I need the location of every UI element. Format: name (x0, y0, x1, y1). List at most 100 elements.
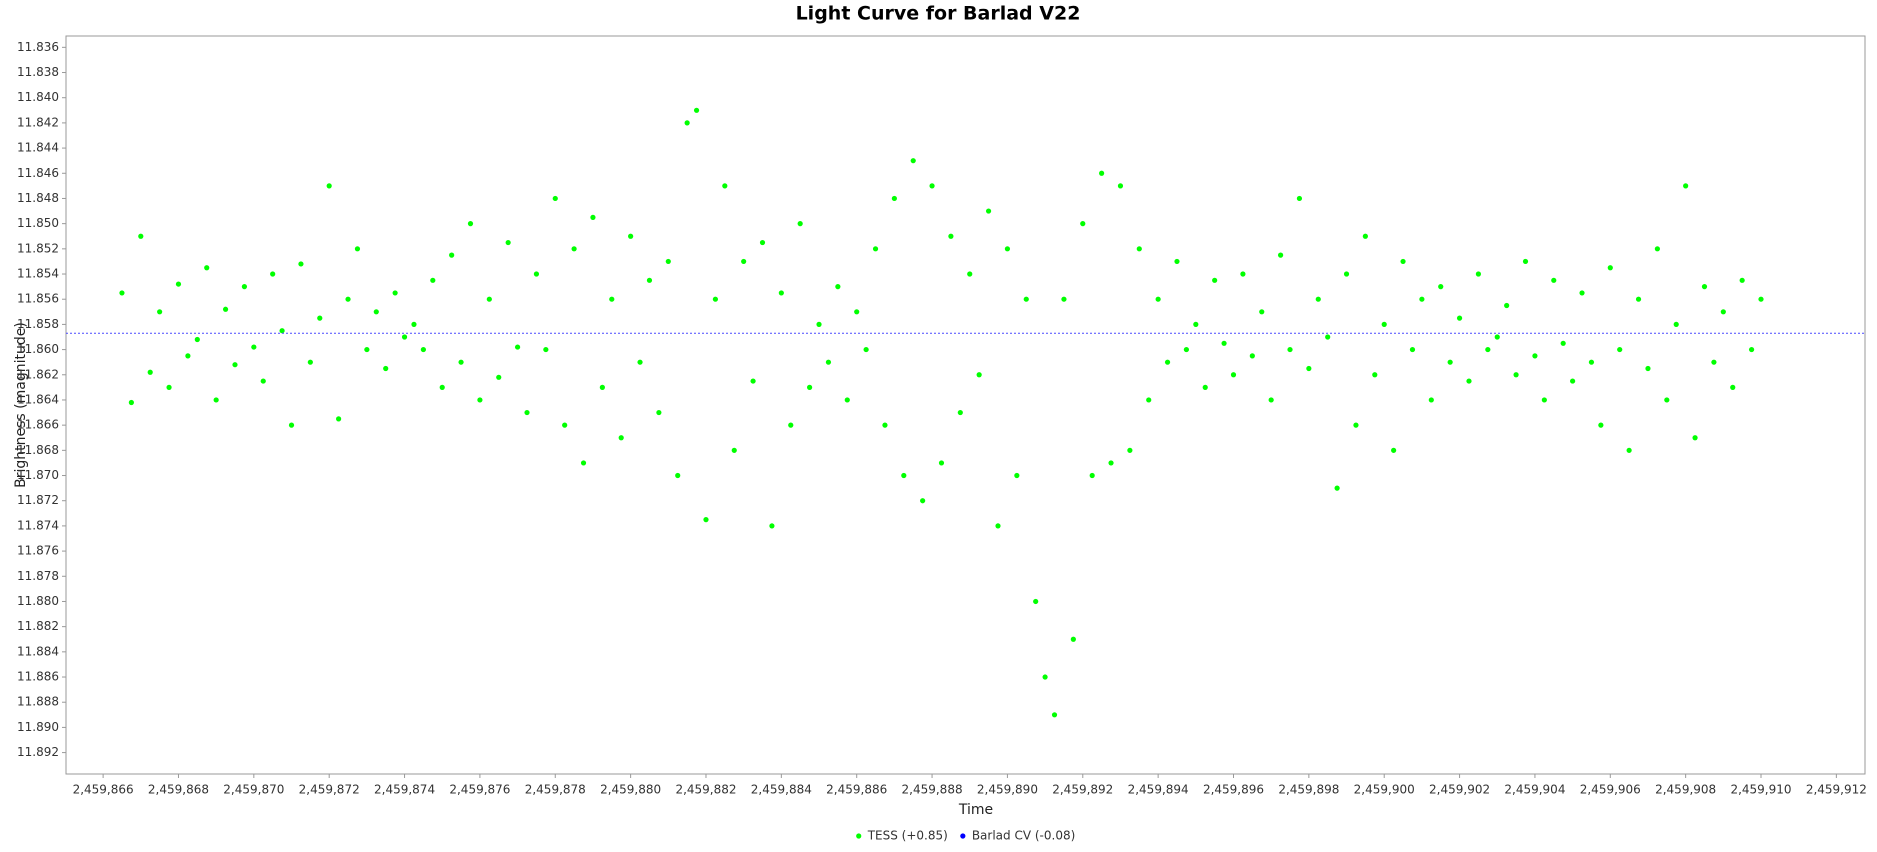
data-point (1626, 447, 1632, 453)
data-point (514, 344, 521, 350)
data-point (1522, 258, 1529, 265)
data-point (1513, 372, 1519, 378)
x-tick-label: 2,459,878 (525, 783, 586, 797)
data-point (656, 409, 662, 416)
data-point (543, 346, 549, 353)
x-tick-label: 2,459,894 (1128, 783, 1189, 797)
x-tick-label: 2,459,912 (1806, 783, 1867, 797)
data-point (599, 384, 605, 390)
data-point (1117, 183, 1124, 189)
data-point (580, 460, 587, 466)
data-point (637, 359, 643, 365)
data-point (1579, 290, 1585, 296)
data-point (1343, 271, 1350, 277)
data-point (854, 309, 860, 315)
data-point (1362, 233, 1368, 239)
x-axis-label: Time (958, 802, 993, 818)
data-point (731, 447, 737, 453)
y-tick-label: 11.884 (17, 644, 59, 658)
data-point (1108, 460, 1114, 466)
y-tick-label: 11.890 (17, 720, 59, 734)
data-point (1212, 277, 1218, 283)
data-point (298, 261, 304, 267)
data-point (807, 384, 813, 390)
data-point (1485, 346, 1491, 353)
y-tick-label: 11.840 (17, 90, 59, 104)
data-point (1456, 315, 1463, 321)
data-point (985, 208, 992, 214)
data-point (1447, 359, 1453, 365)
y-tick-label: 11.874 (17, 518, 59, 532)
data-point (288, 422, 295, 428)
data-point (1325, 334, 1331, 340)
data-point (1551, 277, 1557, 283)
x-tick-label: 2,459,868 (148, 783, 209, 797)
data-point (1504, 302, 1510, 309)
data-point (1221, 340, 1227, 346)
data-point (401, 334, 408, 340)
data-point (1428, 397, 1434, 403)
data-point (712, 296, 719, 302)
data-point (1334, 485, 1340, 491)
data-point (458, 359, 464, 365)
data-point (1268, 397, 1274, 403)
data-point (741, 258, 747, 265)
data-point (383, 365, 389, 372)
data-point (788, 422, 794, 428)
y-tick-label: 11.846 (17, 166, 59, 180)
data-point (1146, 397, 1152, 403)
data-point (1645, 365, 1651, 372)
x-tick-label: 2,459,896 (1203, 783, 1264, 797)
data-point (505, 239, 511, 246)
data-point (1372, 372, 1378, 378)
data-point (1230, 372, 1237, 378)
data-point (232, 362, 238, 368)
data-point (354, 246, 361, 252)
x-tick-label: 2,459,888 (902, 783, 963, 797)
x-tick-label: 2,459,872 (299, 783, 360, 797)
data-point (392, 290, 398, 296)
data-point (703, 517, 709, 523)
data-point (1174, 258, 1180, 265)
data-point (552, 195, 558, 202)
data-point (769, 523, 775, 529)
data-point (119, 290, 125, 296)
data-point (1701, 284, 1708, 290)
data-point (128, 399, 134, 406)
data-point (449, 252, 455, 258)
data-point (222, 306, 229, 312)
data-point (1023, 296, 1029, 302)
data-point (1419, 296, 1425, 302)
y-tick-label: 11.882 (17, 619, 59, 633)
data-point (364, 346, 370, 353)
data-point (1494, 334, 1500, 340)
data-point (1400, 258, 1406, 265)
y-tick-label: 11.856 (17, 292, 59, 306)
data-point (1249, 353, 1255, 359)
legend-label: TESS (+0.85) (867, 829, 948, 843)
data-point (533, 271, 540, 277)
data-point (185, 353, 191, 359)
x-tick-label: 2,459,904 (1504, 783, 1565, 797)
data-point (1692, 435, 1698, 441)
data-point (411, 321, 417, 327)
data-point (750, 378, 756, 384)
data-point (590, 214, 596, 220)
y-tick-label: 11.870 (17, 468, 59, 482)
data-point (882, 422, 888, 428)
data-point (1466, 378, 1472, 384)
data-point (204, 265, 210, 271)
data-point (1089, 472, 1095, 479)
data-point (496, 374, 502, 380)
data-point (1080, 221, 1086, 227)
data-point (373, 309, 379, 315)
data-point (863, 346, 869, 353)
data-point (1664, 397, 1670, 403)
data-point (1136, 246, 1142, 252)
data-point (251, 344, 257, 350)
data-point (1155, 296, 1161, 302)
data-point (1277, 252, 1284, 258)
data-point (825, 359, 832, 365)
data-point (1051, 712, 1058, 718)
